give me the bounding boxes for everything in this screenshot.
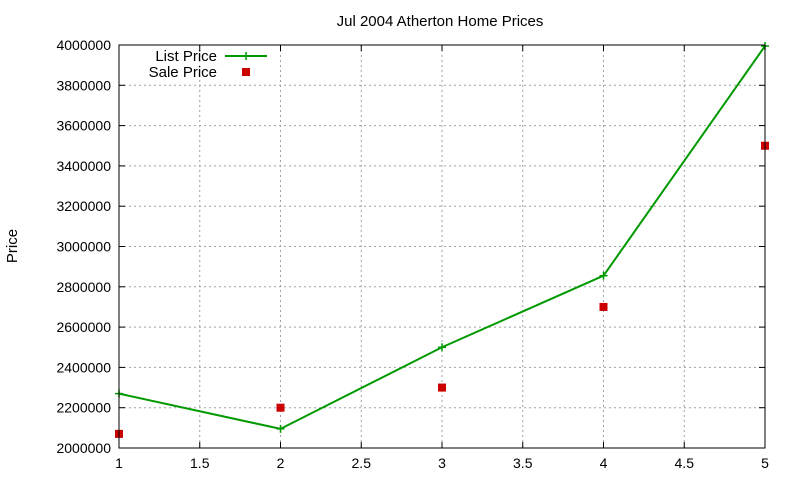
legend-label: List Price <box>155 48 217 65</box>
y-axis-label: Price <box>4 229 21 263</box>
y-tick-label: 3800000 <box>56 77 111 93</box>
chart-title: Jul 2004 Atherton Home Prices <box>337 13 544 30</box>
x-tick-label: 2 <box>277 455 285 471</box>
x-tick-label: 3.5 <box>513 455 533 471</box>
y-tick-label: 3600000 <box>56 118 111 134</box>
y-tick-label: 2800000 <box>56 279 111 295</box>
y-tick-label: 4000000 <box>56 37 111 53</box>
x-tick-label: 3 <box>438 455 446 471</box>
y-tick-label: 3000000 <box>56 239 111 255</box>
x-tick-label: 2.5 <box>352 455 372 471</box>
legend-marker <box>242 52 250 60</box>
list-price-point <box>276 424 285 433</box>
y-tick-label: 2200000 <box>56 400 111 416</box>
x-tick-label: 1 <box>115 455 123 471</box>
sale-price-point <box>599 302 608 311</box>
y-tick-label: 3400000 <box>56 158 111 174</box>
sale-price-point <box>438 383 446 392</box>
x-tick-label: 4.5 <box>675 455 695 471</box>
y-tick-label: 2600000 <box>56 319 111 335</box>
y-tick-label: 3200000 <box>56 198 111 214</box>
plot-area-border <box>118 44 766 449</box>
legend-marker <box>242 68 250 76</box>
y-tick-label: 2000000 <box>56 440 111 456</box>
axis-ticks: 2000000 2200000 2400000 2600000 2800000 30000… <box>56 37 769 471</box>
grid <box>119 45 765 448</box>
y-tick-label: 2400000 <box>56 359 111 375</box>
x-tick-label: 4 <box>600 455 608 471</box>
x-tick-label: 5 <box>761 455 769 471</box>
legend-label: Sale Price <box>149 64 217 81</box>
x-tick-label: 1.5 <box>190 455 210 471</box>
list-price-point <box>599 271 608 280</box>
list-price-point <box>438 343 446 352</box>
sale-price-point <box>276 403 285 412</box>
